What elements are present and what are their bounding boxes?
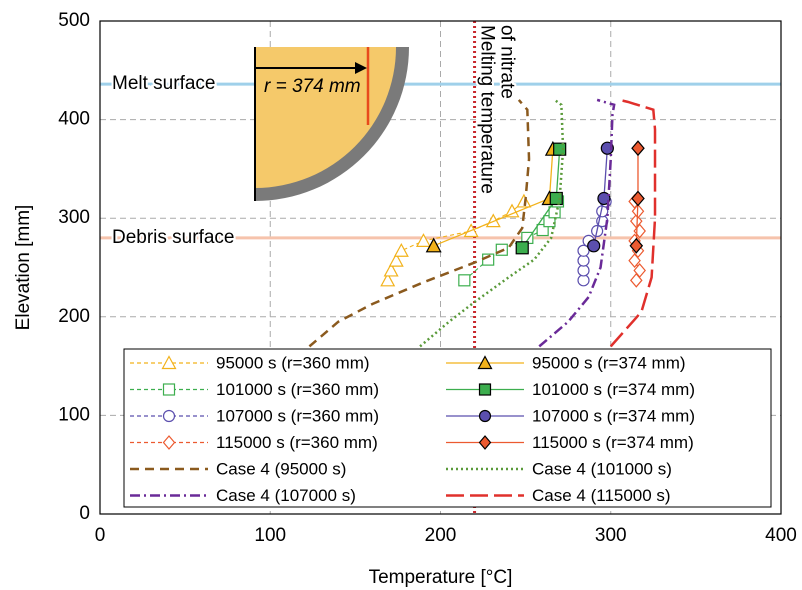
legend-label: 107000 s (r=360 mm): [216, 406, 379, 425]
marker: [630, 213, 643, 229]
legend-label: 107000 s (r=374 mm): [532, 406, 695, 425]
series-line: [538, 98, 616, 348]
marker: [415, 233, 431, 247]
legend-box: [123, 348, 772, 508]
marker: [631, 190, 645, 207]
y-tick-label: 500: [58, 10, 90, 31]
y-tick-label: 100: [58, 404, 90, 425]
marker: [504, 203, 520, 218]
marker: [161, 355, 177, 370]
reference-label: Melt surface: [112, 73, 215, 94]
legend-label: 101000 s (r=374 mm): [532, 380, 695, 399]
legend-label: 115000 s (r=374 mm): [532, 433, 694, 452]
reference-label: Debris surface: [112, 227, 235, 248]
marker: [485, 213, 501, 228]
y-axis-label: Elevation [mm]: [13, 205, 34, 331]
x-tick-label: 300: [595, 525, 627, 546]
legend-label: 95000 s (r=374 mm): [532, 353, 686, 372]
inset-label: r = 374 mm: [264, 76, 361, 97]
marker: [629, 237, 644, 254]
marker: [458, 274, 471, 287]
marker: [162, 383, 176, 396]
y-tick-label: 400: [58, 109, 90, 130]
x-axis-label: Temperature [°C]: [369, 567, 513, 588]
debris-region: [255, 47, 396, 188]
marker: [478, 383, 492, 396]
plot-frame: [99, 20, 782, 515]
legend-label: 95000 s (r=360 mm): [216, 353, 370, 372]
marker: [587, 239, 601, 253]
x-tick-label: 0: [95, 525, 106, 546]
legend-label: 101000 s (r=360 mm): [216, 380, 379, 399]
legend-label: Case 4 (95000 s): [216, 459, 346, 478]
marker: [162, 409, 176, 423]
marker: [380, 272, 396, 287]
marker: [549, 191, 563, 206]
reference-label: Melting temperature: [477, 25, 498, 194]
marker: [383, 262, 399, 277]
x-tick-label: 200: [425, 525, 457, 546]
series-line: [609, 98, 657, 348]
series-line: [308, 99, 531, 348]
marker: [477, 355, 493, 370]
reference-label: of nitrate: [497, 25, 518, 99]
marker: [628, 253, 641, 269]
x-tick-label: 400: [765, 525, 797, 546]
x-tick-label: 100: [254, 525, 286, 546]
marker: [633, 263, 646, 278]
marker: [478, 409, 492, 423]
marker: [631, 140, 645, 157]
inset-diagram: r = 374 mm: [254, 47, 409, 201]
arrow-head: [355, 62, 367, 74]
marker: [553, 142, 567, 156]
marker: [536, 223, 549, 237]
legend-label: Case 4 (101000 s): [532, 459, 672, 478]
marker: [516, 193, 532, 208]
marker: [515, 241, 529, 255]
marker: [597, 191, 611, 206]
y-tick-label: 200: [58, 306, 90, 327]
marker: [425, 237, 442, 253]
legend-label: 115000 s (r=360 mm): [216, 433, 378, 452]
y-tick-label: 0: [79, 503, 90, 524]
marker: [393, 242, 409, 257]
marker: [478, 435, 492, 450]
legend-label: Case 4 (107000 s): [216, 486, 356, 505]
y-tick-label: 300: [58, 207, 90, 228]
marker: [388, 252, 404, 267]
marker: [162, 435, 176, 450]
legend-label: Case 4 (115000 s): [532, 486, 671, 505]
marker: [577, 244, 590, 257]
